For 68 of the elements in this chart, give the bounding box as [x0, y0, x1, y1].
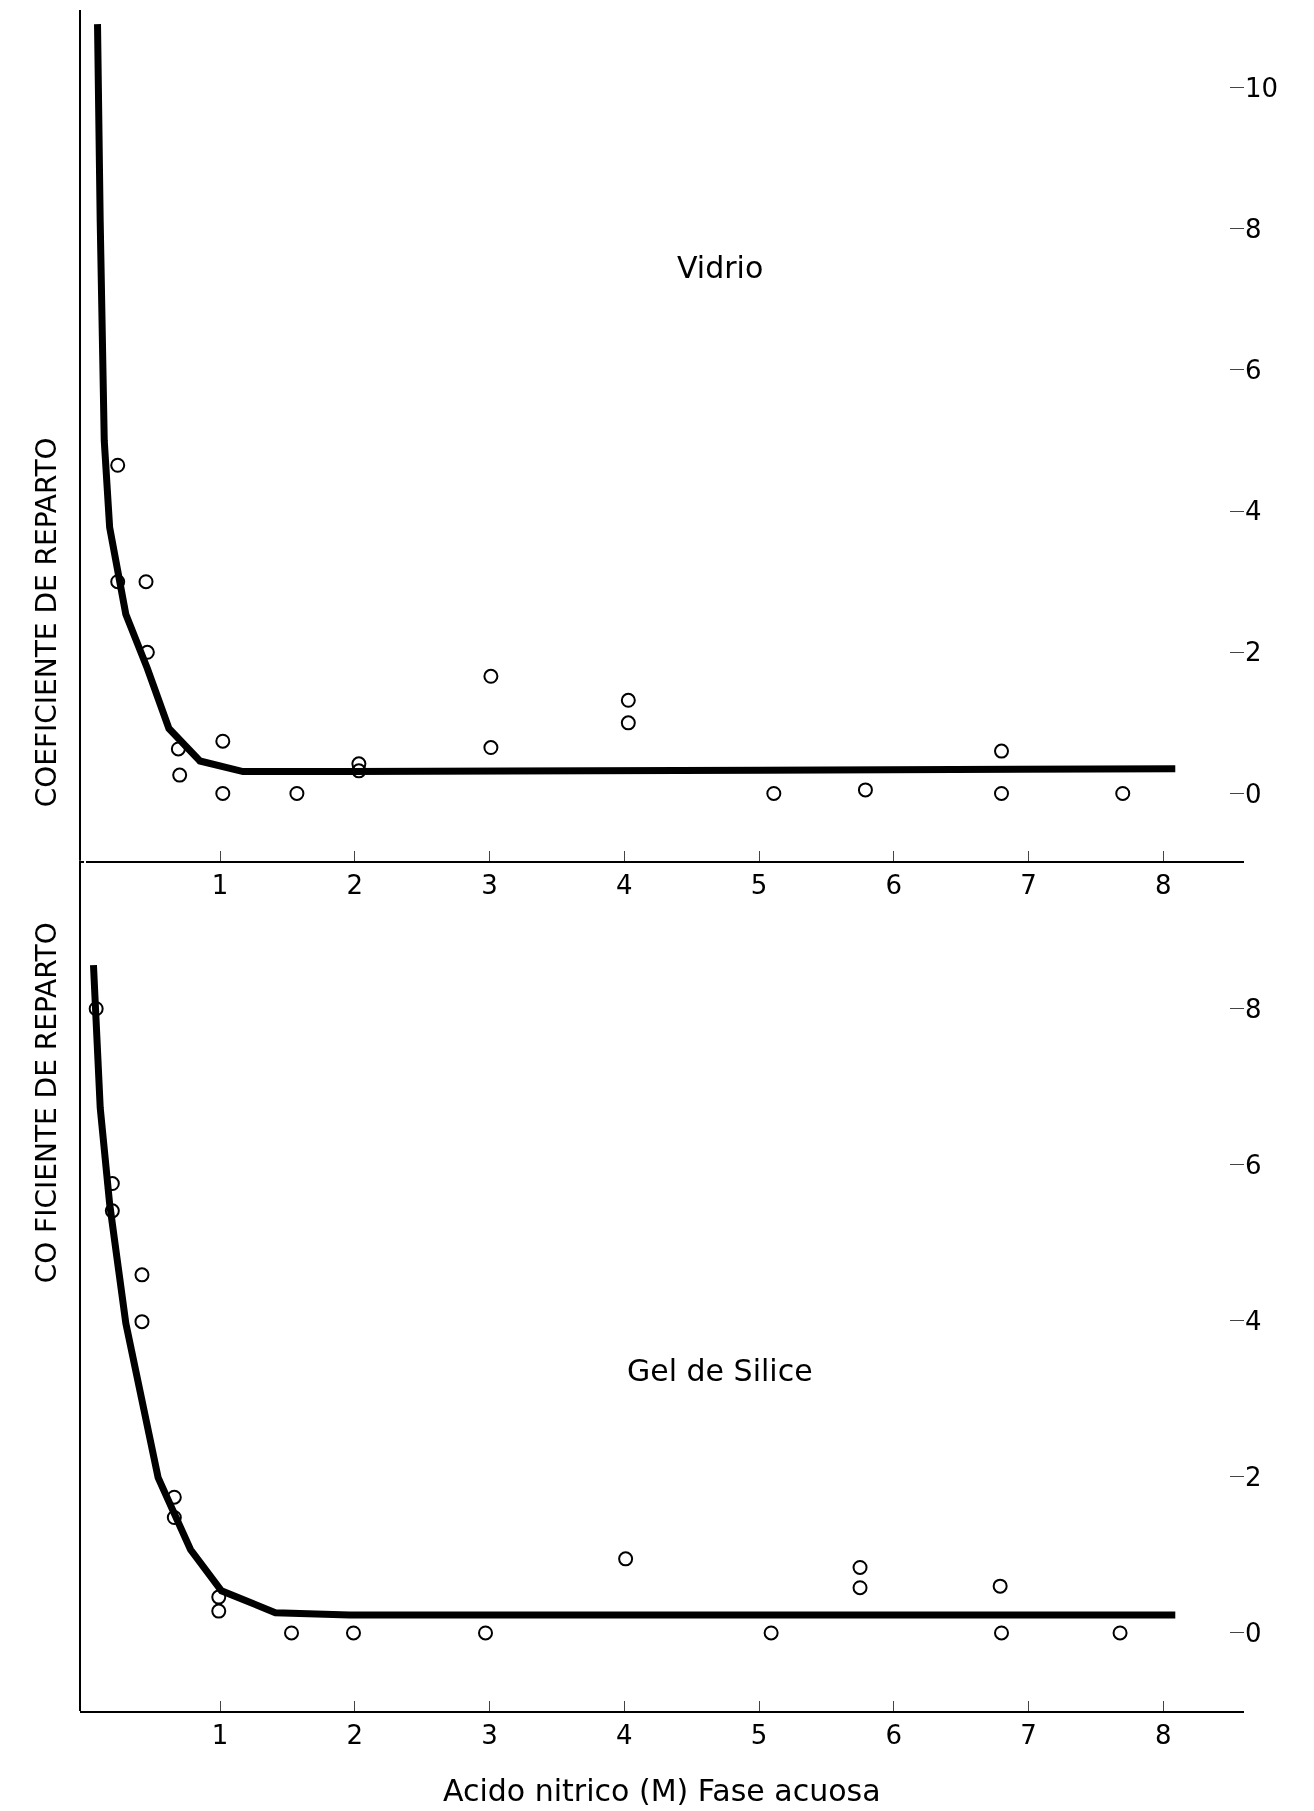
y-tick-label: 2 — [1245, 637, 1262, 668]
point — [1112, 1625, 1128, 1641]
y-tick-label: 8 — [1245, 993, 1262, 1024]
point — [172, 767, 188, 783]
x-tick-label: 3 — [481, 1720, 498, 1751]
point — [166, 1489, 182, 1505]
y-axis-title: CO FICIENTE DE REPARTO — [29, 922, 63, 1284]
point — [994, 743, 1009, 759]
y-tick-label: 6 — [1245, 355, 1262, 386]
point — [166, 1509, 182, 1525]
x-tick-label: 1 — [211, 1720, 229, 1751]
x-tick-label: 7 — [1020, 1720, 1037, 1751]
point — [852, 1580, 868, 1596]
point — [211, 1603, 227, 1619]
point — [138, 574, 154, 590]
x-tick-label: 6 — [885, 1720, 902, 1751]
annotation: Vidrio — [677, 250, 764, 285]
point — [994, 1625, 1009, 1641]
y-tick-label: 2 — [1245, 1462, 1262, 1493]
point — [289, 785, 305, 801]
x-tick-label: 5 — [750, 869, 768, 900]
x-tick-label: 4 — [616, 1720, 633, 1751]
point — [620, 715, 636, 731]
y-axis-title: COEFICIENTE DE REPARTO — [29, 437, 63, 808]
y-tick-label: 4 — [1245, 1305, 1262, 1336]
x-tick-label: 3 — [481, 869, 498, 900]
x-tick-label: 7 — [1020, 869, 1037, 900]
x-tick-label: 8 — [1154, 869, 1172, 900]
point — [618, 1551, 634, 1567]
point — [483, 668, 499, 684]
point — [766, 785, 782, 801]
point — [110, 574, 126, 590]
x-tick-label: 5 — [750, 1720, 768, 1751]
annotation: Gel de Silice — [627, 1353, 813, 1388]
point — [134, 1267, 150, 1283]
point — [346, 1625, 361, 1641]
y-tick-label: 10 — [1245, 72, 1279, 103]
point — [992, 1578, 1008, 1594]
point — [994, 785, 1009, 801]
point — [351, 763, 367, 779]
point — [478, 1625, 494, 1641]
y-tick-label: 0 — [1245, 1618, 1262, 1649]
y-tick-label: 8 — [1245, 213, 1262, 244]
point — [134, 1314, 150, 1330]
x-tick-label: 1 — [211, 869, 229, 900]
y-tick-label: 6 — [1245, 1149, 1262, 1180]
point — [483, 740, 499, 756]
point — [620, 692, 636, 708]
point — [284, 1625, 300, 1641]
point — [88, 1001, 104, 1017]
y-tick-label: 4 — [1245, 496, 1262, 527]
point — [215, 733, 231, 749]
point — [170, 741, 186, 757]
point — [211, 1589, 227, 1605]
x-axis-title: Acido nitrico (M) Fase acuosa — [443, 1773, 881, 1808]
x-tick-label: 6 — [885, 869, 902, 900]
x-tick-label: 8 — [1154, 1720, 1172, 1751]
point — [763, 1625, 779, 1641]
x-tick-label: 4 — [616, 869, 633, 900]
point — [215, 785, 231, 801]
y-tick-label: 0 — [1245, 778, 1262, 809]
point — [104, 1203, 120, 1219]
point — [110, 457, 126, 473]
x-tick-label: 2 — [346, 1720, 364, 1751]
point — [1115, 785, 1131, 801]
x-tick-label: 2 — [346, 869, 364, 900]
point — [852, 1559, 868, 1575]
point — [857, 782, 873, 798]
